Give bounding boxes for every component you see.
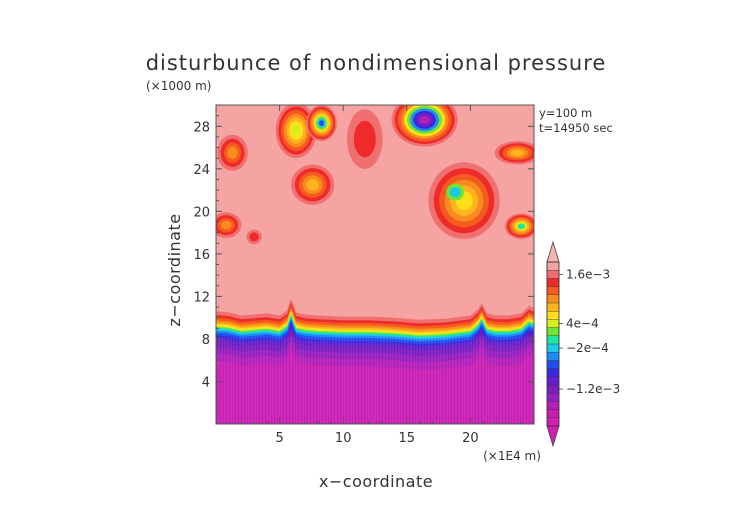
colorbar-label: 4e−4 [566, 317, 599, 331]
chart-title: disturbunce of nondimensional pressure [146, 51, 607, 75]
y-unit-label: (×1000 m) [146, 79, 211, 93]
y-tick-label: 24 [193, 163, 210, 178]
colorbar-segment [546, 393, 560, 402]
y-tick-label: 28 [193, 120, 210, 135]
colorbar-segment [546, 376, 560, 386]
colorbar [546, 240, 560, 448]
colorbar-segment [546, 261, 560, 271]
lower-streaks [216, 336, 532, 424]
colorbar-segment [546, 401, 560, 411]
colorbar-segment [546, 311, 560, 320]
contour-field [216, 105, 534, 424]
colorbar-segment [546, 278, 560, 288]
blob-6-level-1 [353, 120, 376, 158]
colorbar-upper-arrow [546, 240, 560, 263]
colorbar-segment [546, 352, 560, 361]
y-axis-label: z−coordinate [165, 213, 184, 326]
x-axis: 5 10 15 20 [228, 105, 522, 446]
blob-5-level-4 [306, 178, 319, 191]
y-axis: 4 8 12 16 20 24 28 [193, 115, 534, 414]
colorbar-frame [546, 261, 560, 427]
x-tick-label: 20 [462, 431, 479, 446]
colorbar-segment [546, 335, 560, 345]
colorbar-segment [546, 343, 560, 353]
colorbar-segment [546, 286, 560, 296]
x-tick-label: 10 [335, 431, 352, 446]
colorbar-segment [546, 360, 560, 370]
blob-11-level-6 [517, 223, 525, 229]
colorbar-label: −1.2e−3 [566, 382, 620, 396]
colorbar-segment [546, 327, 560, 337]
x-axis-label: x−coordinate [319, 472, 433, 491]
colorbar-segment [546, 384, 560, 394]
blob-2-level-1 [249, 232, 259, 242]
colorbar-segment [546, 302, 560, 312]
colorbar-labels: 1.6e−3 4e−4 −2e−4 −1.2e−3 [559, 267, 620, 396]
x-tick-label: 15 [399, 431, 416, 446]
lower-field [216, 357, 534, 424]
colorbar-segment [546, 294, 560, 304]
colorbar-segment [546, 409, 560, 419]
colorbar-segment [546, 368, 560, 378]
y-tick-label: 16 [193, 248, 210, 263]
y-tick-label: 20 [193, 205, 210, 220]
x-tick-label: 5 [275, 431, 283, 446]
y-tick-label: 12 [193, 290, 210, 305]
colorbar-label: 1.6e−3 [566, 267, 610, 281]
y-tick-label: 4 [202, 375, 210, 390]
blob-3-level-6 [291, 124, 301, 137]
colorbar-lower-arrow [546, 425, 560, 448]
info-line-time: t=14950 sec [539, 121, 613, 135]
blob-10-level-4 [510, 149, 524, 157]
colorbar-label: −2e−4 [566, 341, 609, 355]
blob-0-level-3 [227, 146, 238, 160]
x-unit-label: (×1E4 m) [483, 449, 541, 463]
colorbar-segment [546, 417, 560, 427]
blob-1-level-3 [220, 220, 232, 230]
blob-9-level-1 [449, 186, 461, 198]
info-line-y: y=100 m [539, 106, 592, 120]
blob-4-level-8 [319, 120, 325, 127]
colorbar-segment [546, 319, 560, 329]
blob-7-level-9 [419, 115, 430, 124]
colorbar-segment [546, 270, 560, 279]
y-tick-label: 8 [202, 333, 210, 348]
